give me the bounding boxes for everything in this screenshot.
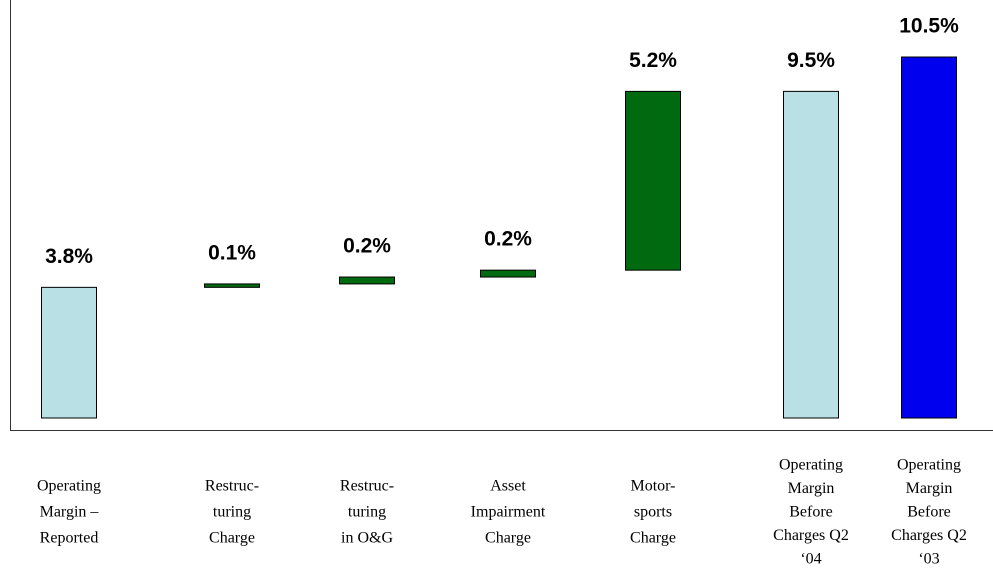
bar — [339, 276, 395, 285]
category-label: Charge — [630, 530, 676, 547]
category-label: Before — [907, 504, 951, 521]
category-label: Before — [789, 504, 833, 521]
category-label: turing — [348, 504, 386, 521]
category-label: Operating — [897, 457, 961, 474]
value-label: 0.2% — [343, 235, 391, 258]
category-label: Impairment — [471, 504, 546, 521]
value-label: 0.2% — [484, 228, 532, 251]
category-label: Restruc- — [205, 478, 259, 495]
value-label: 10.5% — [899, 15, 959, 38]
category-label: Margin – — [40, 504, 100, 521]
category-label: Motor- — [630, 478, 675, 495]
bar — [480, 269, 536, 278]
bar — [625, 90, 681, 271]
category-label: Restruc- — [340, 478, 394, 495]
bar — [783, 90, 839, 419]
category-label: Operating — [779, 457, 843, 474]
value-label: 0.1% — [208, 241, 256, 264]
category-label: Charge — [209, 530, 255, 547]
value-label: 9.5% — [787, 49, 835, 72]
bar — [204, 283, 260, 288]
category-label: sports — [634, 504, 672, 521]
category-label: ‘04 — [800, 551, 821, 568]
category-label: Operating — [37, 478, 101, 495]
bar — [41, 286, 97, 419]
value-label: 5.2% — [629, 49, 677, 72]
category-label: Margin — [906, 480, 953, 497]
category-label: Margin — [788, 480, 835, 497]
bar — [901, 56, 957, 419]
category-label: Charges Q2 — [891, 527, 967, 544]
category-label: in O&G — [341, 530, 393, 547]
category-label: Asset — [490, 478, 526, 495]
value-label: 3.8% — [45, 245, 93, 268]
category-label: Charges Q2 — [773, 527, 849, 544]
category-label: turing — [213, 504, 251, 521]
category-label: ‘03 — [918, 551, 939, 568]
category-label: Reported — [40, 530, 99, 547]
category-label: Charge — [485, 530, 531, 547]
